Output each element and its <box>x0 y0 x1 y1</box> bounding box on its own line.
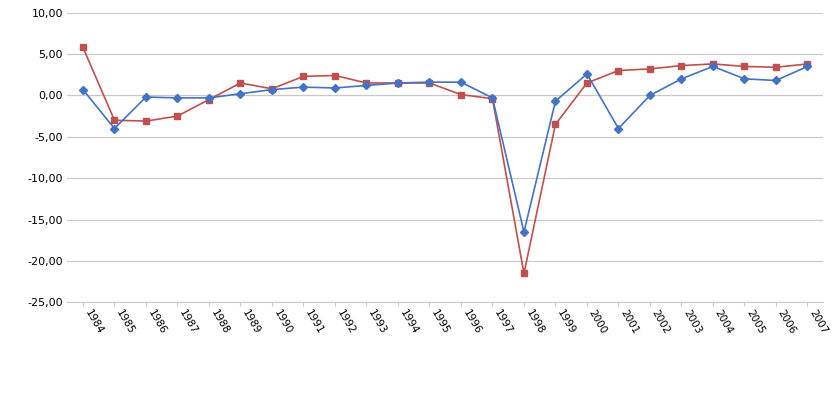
INDONESIA <box>613 126 623 131</box>
DKI JAKARTA <box>141 118 151 123</box>
DKI JAKARTA <box>172 113 182 118</box>
INDONESIA <box>582 71 592 76</box>
INDONESIA <box>519 229 529 234</box>
DKI JAKARTA <box>739 64 749 69</box>
DKI JAKARTA <box>298 74 308 79</box>
DKI JAKARTA <box>487 96 497 101</box>
INDONESIA <box>141 94 151 100</box>
DKI JAKARTA <box>550 122 560 127</box>
DKI JAKARTA <box>204 97 214 102</box>
Line: DKI JAKARTA: DKI JAKARTA <box>80 45 811 276</box>
Line: INDONESIA: INDONESIA <box>80 64 811 235</box>
INDONESIA <box>802 64 812 69</box>
INDONESIA <box>550 99 560 104</box>
DKI JAKARTA <box>78 45 88 50</box>
INDONESIA <box>78 87 88 92</box>
DKI JAKARTA <box>676 63 686 68</box>
DKI JAKARTA <box>519 271 529 276</box>
INDONESIA <box>361 83 371 88</box>
DKI JAKARTA <box>582 81 592 86</box>
INDONESIA <box>235 91 245 96</box>
INDONESIA <box>676 76 686 81</box>
DKI JAKARTA <box>613 68 623 73</box>
INDONESIA <box>330 85 340 90</box>
DKI JAKARTA <box>330 73 340 78</box>
DKI JAKARTA <box>235 81 245 86</box>
INDONESIA <box>771 78 781 83</box>
INDONESIA <box>487 95 497 100</box>
INDONESIA <box>298 84 308 89</box>
DKI JAKARTA <box>393 81 403 86</box>
INDONESIA <box>267 87 277 92</box>
DKI JAKARTA <box>109 118 119 123</box>
DKI JAKARTA <box>771 65 781 70</box>
INDONESIA <box>172 95 182 100</box>
DKI JAKARTA <box>708 61 718 66</box>
INDONESIA <box>739 76 749 81</box>
INDONESIA <box>645 93 655 98</box>
INDONESIA <box>109 126 119 131</box>
INDONESIA <box>424 80 434 85</box>
DKI JAKARTA <box>802 61 812 66</box>
INDONESIA <box>204 95 214 100</box>
DKI JAKARTA <box>424 81 434 86</box>
DKI JAKARTA <box>361 81 371 86</box>
INDONESIA <box>708 64 718 69</box>
DKI JAKARTA <box>267 86 277 91</box>
DKI JAKARTA <box>645 66 655 71</box>
INDONESIA <box>456 80 466 85</box>
INDONESIA <box>393 81 403 86</box>
DKI JAKARTA <box>456 92 466 97</box>
